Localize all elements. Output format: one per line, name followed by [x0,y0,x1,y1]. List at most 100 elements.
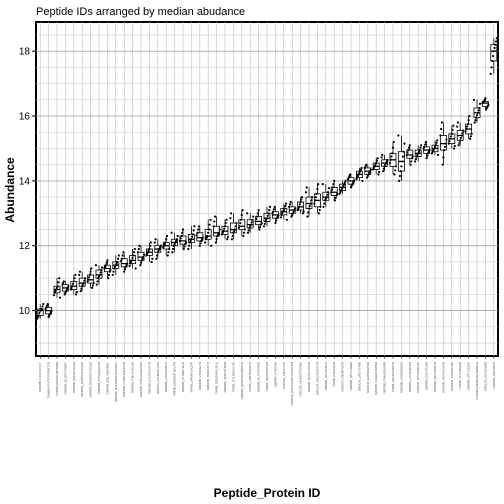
data-point [426,154,429,157]
data-point [352,179,356,182]
data-point [494,43,497,46]
data-point [50,309,53,312]
data-point [196,231,199,234]
x-tick-label: GRDCR_AEYPLGSAR [441,361,445,393]
data-point [168,247,171,251]
data-point [349,173,352,176]
data-point [399,170,402,173]
data-point [451,128,454,131]
data-point [195,234,198,237]
data-point [386,158,389,161]
data-point [193,225,196,228]
x-tick-label: GBDRB_ITVEDHK [273,362,277,387]
data-point [187,247,190,251]
data-point [425,157,428,160]
data-point [418,148,421,152]
data-point [184,241,188,244]
data-point [251,218,254,221]
data-point [111,273,114,277]
data-point [120,257,124,260]
data-point [327,187,330,190]
data-point [301,196,304,199]
data-point [495,37,498,40]
data-point [460,134,463,137]
x-axis-title: Peptide_Protein ID [214,486,321,500]
data-point [131,256,134,260]
x-tick-label: GBDRB_ITMLDVELHK [131,362,135,393]
data-point [151,257,154,260]
data-point [72,280,75,283]
x-tick-label: GBDRB_FAGEDHKPSR [374,361,378,395]
data-point [491,59,494,63]
data-point [277,213,280,217]
data-point [484,97,487,100]
data-point [378,170,381,174]
data-point [302,210,305,213]
data-point [171,251,174,254]
data-point [142,255,145,259]
data-point [178,239,182,242]
data-point [466,123,469,126]
data-point [470,132,473,135]
x-tick-label: GRDCR_AQYFYTR [282,361,286,389]
data-point [240,213,243,217]
data-point [315,192,318,195]
x-tick-label: GBDRB_EAHTPLNK [425,362,429,390]
x-tick-label: TVSRIFQDESFHNTNWNLQ [475,361,479,400]
data-point [477,109,480,112]
data-point [230,238,233,241]
data-point [206,234,209,238]
x-tick-label: GRDCR_LAGYTHNR [357,361,361,391]
gridlines [36,22,498,356]
data-point [310,199,313,202]
data-point [334,196,337,200]
data-point [98,273,101,277]
data-point [423,145,426,148]
data-point [398,174,401,178]
data-point [235,221,238,225]
data-point [260,221,263,225]
y-tick-label: 18 [19,47,31,58]
data-point [164,241,167,244]
x-tick-label: GBDRB_VTDFGLTR [198,361,202,390]
data-point [208,223,211,226]
x-tick-label: GBDRB_QVDLLTNHR [307,361,311,392]
data-point [252,215,255,218]
data-point [229,217,232,220]
x-tick-label: GRDCR_HDSWTPGNRK [299,362,303,396]
data-point [91,284,94,287]
data-point [309,202,312,205]
data-point [323,202,326,205]
data-point [300,198,303,201]
x-tick-label: GRDCR_ELPNHGTKR [366,361,370,393]
data-point [392,140,395,144]
data-point [241,208,244,212]
data-point [191,235,194,238]
data-point [299,200,302,204]
data-point [405,153,408,157]
data-point [210,244,213,247]
data-point [411,155,414,158]
data-point [139,261,143,264]
data-point [259,226,262,229]
data-point [449,137,452,140]
data-point [180,234,183,238]
data-point [266,214,269,217]
data-point [255,217,258,221]
data-point [475,116,478,119]
data-point [182,247,185,251]
data-point [360,166,363,170]
data-point [46,303,49,306]
data-point [398,179,401,182]
data-point [246,231,250,234]
data-point [401,155,405,158]
data-point [391,146,395,149]
data-point [389,158,392,161]
data-point [274,221,277,225]
data-point [250,221,253,224]
data-point [116,257,120,260]
data-point [238,225,241,228]
data-point [214,241,217,244]
data-point [215,238,218,241]
data-point [225,218,228,221]
